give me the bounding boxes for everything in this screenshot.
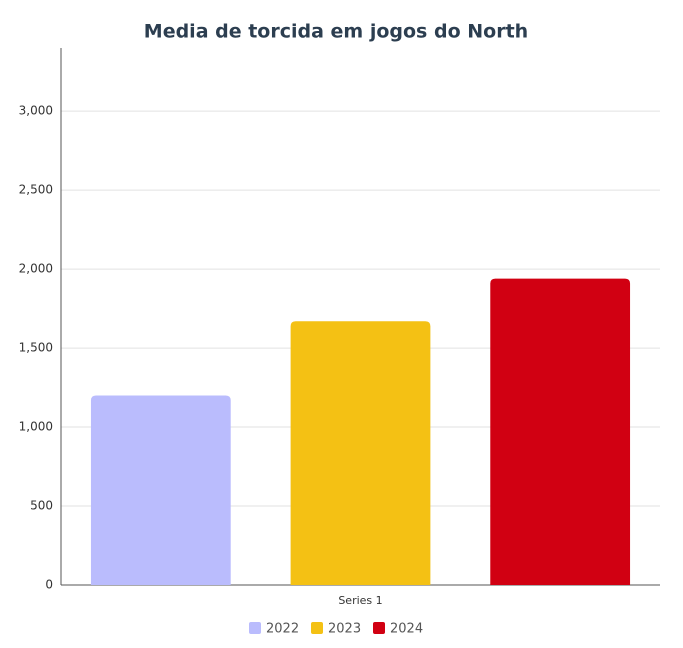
legend-label: 2023: [328, 622, 361, 637]
legend-swatch: [311, 622, 323, 634]
bar: [90, 395, 231, 585]
chart-title: Media de torcida em jogos do North: [144, 21, 528, 43]
bar: [290, 321, 431, 585]
legend-swatch: [249, 622, 261, 634]
x-tick-label: Series 1: [338, 594, 382, 607]
y-tick-label: 3,000: [19, 104, 53, 118]
bar: [490, 278, 631, 585]
legend-swatch: [373, 622, 385, 634]
y-tick-label: 2,500: [19, 183, 53, 197]
y-tick-label: 1,000: [19, 420, 53, 434]
legend-label: 2024: [390, 622, 423, 637]
y-tick-label: 0: [45, 578, 53, 592]
legend-label: 2022: [266, 622, 299, 637]
y-tick-label: 2,000: [19, 262, 53, 276]
y-tick-label: 500: [30, 499, 53, 513]
y-tick-label: 1,500: [19, 341, 53, 355]
